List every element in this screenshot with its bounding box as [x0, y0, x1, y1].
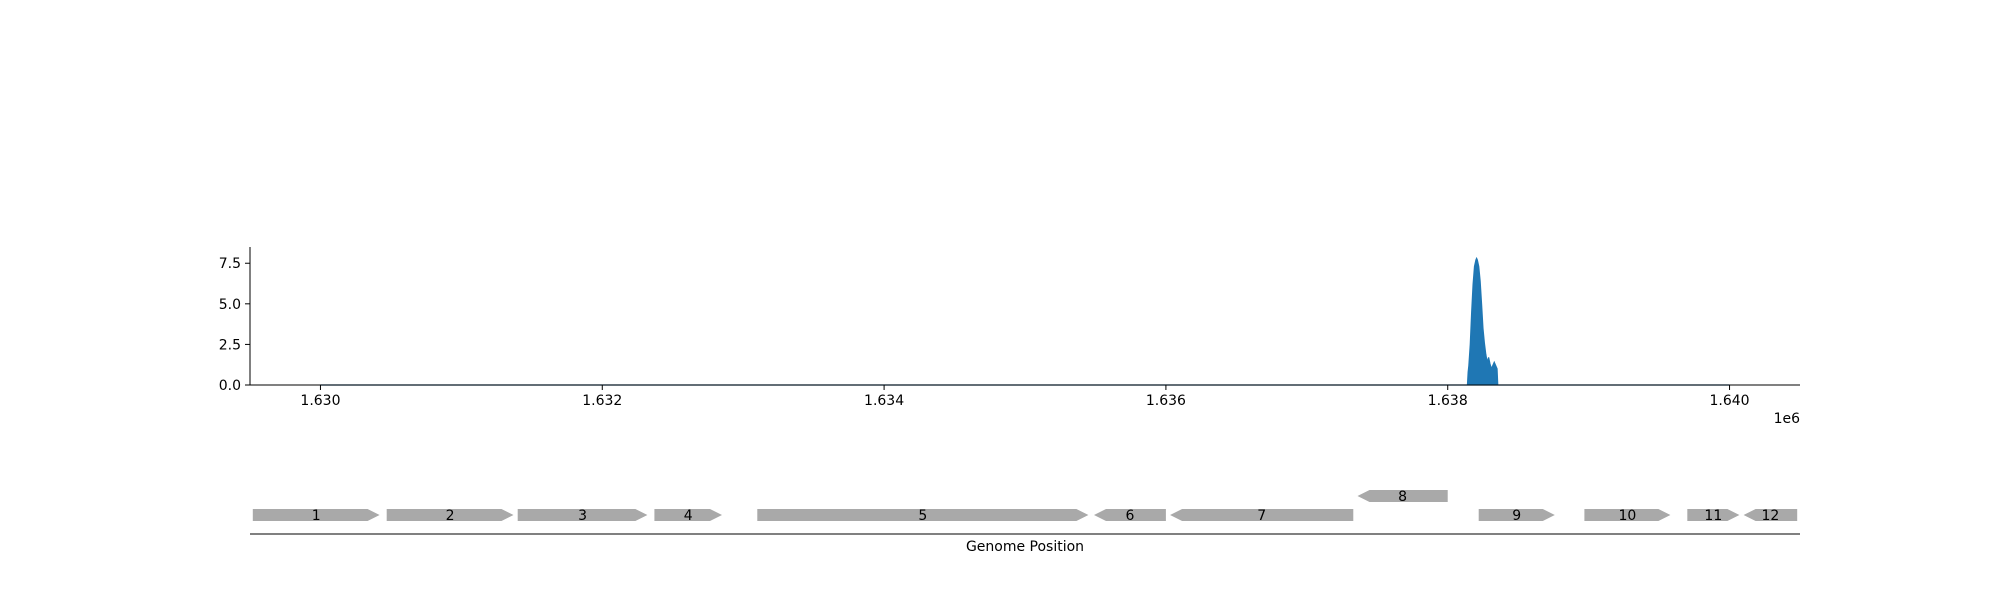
y-tick-label: 5.0	[219, 297, 241, 313]
coverage-plot: 1.630 1.632 1.634 1.636 1.638 1.640 1e6 0.0 2.5 5…	[219, 247, 1800, 427]
gene-label: 3	[578, 508, 587, 524]
y-tick-label: 2.5	[219, 337, 241, 353]
gene-arrow-5	[757, 509, 1089, 521]
gene-label: 2	[446, 508, 455, 524]
gene-label: 8	[1398, 489, 1407, 505]
gene-arrow-1	[252, 509, 380, 521]
x-tick-label: 1.640	[1709, 393, 1749, 409]
gene-arrow-8	[1357, 490, 1448, 502]
gene-arrow-11	[1687, 509, 1740, 521]
gene-label: 9	[1512, 508, 1521, 524]
gene-arrow-3	[517, 509, 648, 521]
gene-arrow-12	[1743, 509, 1798, 521]
gene-arrow-10	[1584, 509, 1671, 521]
gene-label: 1	[312, 508, 321, 524]
y-tick-label: 7.5	[219, 256, 241, 272]
gene-arrow-6	[1094, 509, 1166, 521]
coverage-area-series-0	[320, 256, 1730, 386]
gene-label: 6	[1126, 508, 1135, 524]
x-tick-label: 1.636	[1146, 393, 1186, 409]
gene-label: 11	[1704, 508, 1722, 524]
gene-label: 5	[918, 508, 927, 524]
x-tick-label: 1.634	[864, 393, 904, 409]
gene-label: 7	[1257, 508, 1266, 524]
x-axis-label: Genome Position	[966, 539, 1084, 555]
gene-arrow-7	[1170, 509, 1354, 521]
gene-label: 12	[1761, 508, 1779, 524]
x-offset-label: 1e6	[1774, 411, 1801, 427]
gene-label: 10	[1618, 508, 1636, 524]
gene-arrow-4	[654, 509, 722, 521]
x-tick-label: 1.632	[582, 393, 622, 409]
x-tick-label: 1.638	[1428, 393, 1468, 409]
gene-arrow-2	[386, 509, 514, 521]
y-tick-label: 0.0	[219, 378, 241, 394]
gene-arrow-9	[1478, 509, 1555, 521]
gene-label: 4	[684, 508, 693, 524]
x-tick-label: 1.630	[300, 393, 340, 409]
